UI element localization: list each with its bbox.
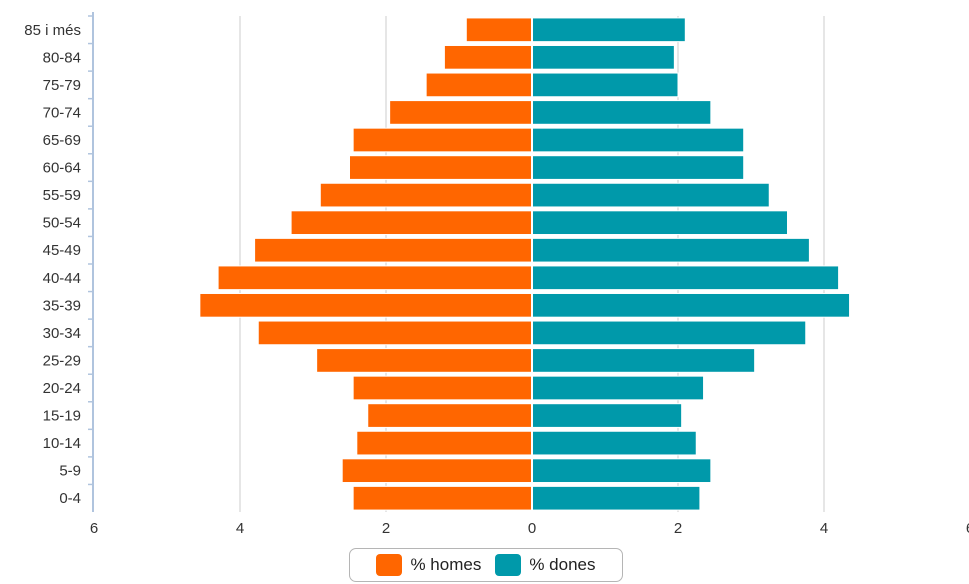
bar-homes-5[interactable] [349, 155, 533, 180]
bar-homes-13[interactable] [352, 375, 533, 401]
y-tick-label: 20-24 [43, 380, 81, 397]
y-tick-label: 5-9 [59, 463, 81, 480]
bar-dones-7[interactable] [531, 210, 788, 236]
bar-dones-13[interactable] [531, 375, 705, 401]
bar-homes-10[interactable] [199, 292, 533, 318]
y-tick-label: 45-49 [43, 242, 81, 259]
bar-homes-14[interactable] [367, 403, 533, 428]
bar-dones-12[interactable] [531, 348, 756, 373]
bar-dones-15[interactable] [531, 430, 697, 456]
y-tick-label: 40-44 [43, 270, 81, 287]
x-tick-label: 4 [820, 520, 828, 537]
bar-homes-2[interactable] [425, 72, 533, 98]
bar-homes-11[interactable] [257, 320, 533, 346]
bar-dones-4[interactable] [531, 127, 745, 153]
bar-dones-10[interactable] [531, 292, 851, 318]
bar-dones-2[interactable] [531, 72, 679, 98]
bar-homes-17[interactable] [352, 485, 533, 511]
bar-dones-11[interactable] [531, 320, 807, 346]
y-tick-label: 75-79 [43, 77, 81, 94]
x-axis: 6 4 2 0 2 4 6 [90, 520, 969, 537]
bars [199, 16, 851, 512]
bar-homes-1[interactable] [443, 44, 533, 70]
legend-swatch-dones [495, 554, 522, 576]
bar-homes-0[interactable] [465, 17, 533, 43]
y-tick-label: 25-29 [43, 352, 81, 369]
y-axis: 85 i més 80-84 75-79 70-74 65-69 60-64 55-59 50… [24, 12, 94, 512]
y-tick-label: 10-14 [43, 435, 81, 452]
y-tick-label: 30-34 [43, 325, 81, 342]
x-tick-label: 2 [674, 520, 682, 537]
legend-item-homes[interactable]: % homes [376, 554, 481, 576]
x-tick-label: 0 [528, 520, 536, 537]
bar-dones-0[interactable] [531, 17, 686, 43]
bar-homes-8[interactable] [254, 237, 533, 263]
bar-dones-6[interactable] [531, 182, 770, 208]
bar-homes-4[interactable] [352, 127, 533, 153]
bar-dones-5[interactable] [531, 155, 745, 180]
legend-item-dones[interactable]: % dones [495, 554, 596, 576]
bar-dones-8[interactable] [531, 237, 810, 263]
bar-homes-3[interactable] [389, 100, 533, 125]
y-tick-label: 80-84 [43, 49, 81, 66]
bar-homes-16[interactable] [341, 458, 533, 484]
bar-homes-9[interactable] [217, 265, 533, 291]
bar-homes-12[interactable] [316, 348, 533, 373]
legend-label-dones: % dones [529, 555, 596, 574]
y-tick-label: 85 i més [24, 22, 81, 39]
bar-dones-14[interactable] [531, 403, 683, 428]
bar-dones-16[interactable] [531, 458, 712, 484]
x-tick-label: 6 [90, 520, 98, 537]
y-tick-label: 35-39 [43, 297, 81, 314]
y-tick-label: 60-64 [43, 160, 81, 177]
x-tick-label: 6 [966, 520, 969, 537]
bar-dones-3[interactable] [531, 100, 712, 125]
y-tick-label: 0-4 [59, 490, 81, 507]
y-tick-label: 50-54 [43, 215, 81, 232]
x-tick-label: 4 [236, 520, 244, 537]
x-tick-label: 2 [382, 520, 390, 537]
y-tick-label: 15-19 [43, 408, 81, 425]
legend-swatch-homes [376, 554, 403, 576]
y-tick-label: 55-59 [43, 187, 81, 204]
y-tick-label: 70-74 [43, 104, 81, 121]
bar-dones-1[interactable] [531, 44, 675, 70]
bar-homes-15[interactable] [356, 430, 533, 456]
legend: % homes % dones [349, 548, 623, 582]
y-tick-label: 65-69 [43, 132, 81, 149]
bar-dones-9[interactable] [531, 265, 840, 291]
legend-label-homes: % homes [410, 555, 482, 574]
bar-homes-6[interactable] [319, 182, 533, 208]
bar-homes-7[interactable] [290, 210, 533, 236]
gridlines [239, 16, 825, 512]
bar-dones-17[interactable] [531, 485, 701, 511]
